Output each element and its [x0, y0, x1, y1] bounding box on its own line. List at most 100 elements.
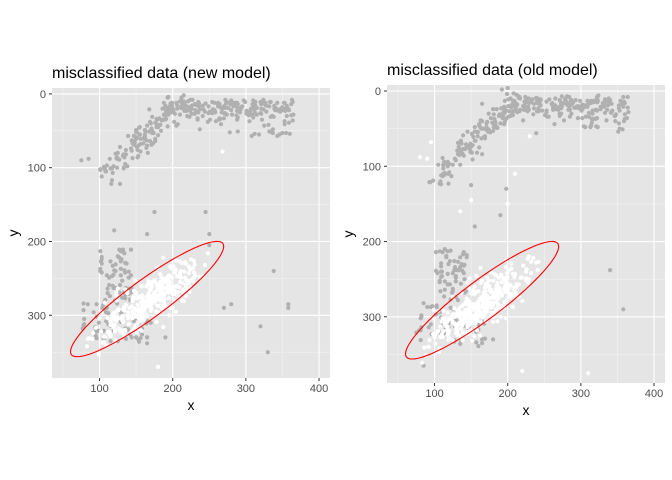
data-point: [517, 109, 522, 114]
data-point: [526, 277, 532, 282]
data-point: [202, 263, 207, 268]
data-point: [460, 338, 465, 343]
data-point: [485, 119, 490, 124]
data-point: [149, 306, 154, 311]
data-point: [267, 104, 272, 109]
data-point: [117, 290, 122, 295]
data-point: [93, 333, 98, 338]
data-point: [465, 129, 470, 134]
data-point: [474, 340, 479, 345]
data-point: [175, 106, 180, 111]
y-tick-label: 100: [28, 163, 46, 175]
data-point: [158, 298, 163, 303]
data-point: [147, 139, 153, 144]
data-point: [223, 105, 228, 110]
data-point: [512, 171, 518, 176]
data-point: [148, 121, 153, 126]
data-point: [155, 303, 160, 308]
y-tick-label: 200: [363, 237, 381, 249]
data-point: [534, 98, 540, 103]
data-point: [234, 113, 239, 118]
data-point: [237, 110, 243, 115]
data-point: [481, 293, 486, 298]
data-point: [442, 294, 447, 299]
data-point: [94, 302, 99, 307]
data-point: [286, 302, 291, 307]
data-point: [232, 100, 237, 105]
data-point: [117, 328, 123, 333]
data-point: [509, 266, 514, 271]
data-point: [441, 171, 446, 176]
data-point: [131, 296, 136, 301]
data-point: [477, 122, 482, 127]
y-tick-label: 0: [40, 89, 46, 101]
data-point: [115, 165, 120, 170]
data-point: [278, 109, 283, 114]
data-point: [159, 303, 164, 308]
data-point: [608, 268, 613, 273]
data-point: [445, 310, 450, 316]
data-point: [90, 336, 95, 341]
data-point: [479, 126, 484, 131]
data-point: [511, 286, 516, 291]
data-point: [224, 99, 229, 105]
data-point: [438, 335, 443, 340]
data-point: [613, 112, 619, 117]
data-point: [458, 209, 463, 214]
data-point: [142, 134, 147, 139]
data-point: [221, 305, 226, 310]
data-point: [128, 247, 134, 252]
data-point: [472, 334, 477, 339]
data-point: [445, 332, 450, 337]
data-point: [114, 316, 119, 322]
data-point: [458, 281, 463, 286]
data-point: [126, 310, 131, 315]
data-point: [422, 345, 427, 350]
data-point: [580, 116, 585, 121]
data-point: [461, 250, 466, 255]
data-point: [216, 102, 221, 108]
data-point: [144, 284, 149, 289]
data-point: [455, 298, 461, 303]
data-point: [153, 289, 158, 294]
data-point: [564, 101, 569, 106]
data-point: [626, 110, 631, 115]
data-point: [107, 156, 112, 161]
data-point: [102, 334, 107, 339]
data-point: [161, 117, 166, 122]
data-point: [272, 103, 277, 108]
data-point: [578, 98, 583, 103]
data-point: [464, 253, 469, 258]
data-point: [491, 107, 496, 112]
data-point: [259, 102, 264, 107]
data-point: [496, 304, 501, 309]
data-point: [466, 298, 471, 304]
data-point: [171, 284, 176, 289]
data-point: [439, 264, 444, 269]
data-point: [99, 254, 104, 260]
data-point: [229, 98, 234, 103]
data-point: [207, 243, 212, 248]
data-point: [462, 262, 467, 267]
data-point: [229, 112, 235, 117]
data-point: [153, 294, 158, 299]
data-point: [85, 344, 90, 349]
data-point: [559, 101, 564, 106]
data-point: [613, 119, 618, 124]
data-point: [280, 130, 285, 136]
data-point: [148, 283, 153, 288]
data-point: [498, 121, 503, 126]
data-point: [105, 291, 110, 296]
data-point: [144, 302, 149, 307]
data-point: [139, 332, 145, 337]
data-point: [205, 119, 210, 124]
data-point: [496, 275, 501, 280]
data-point: [145, 123, 150, 128]
data-point: [485, 293, 490, 298]
panel-new-model: misclassified data (new model) 100 200 300 4…: [5, 65, 330, 413]
data-point: [210, 99, 215, 105]
data-point: [101, 164, 106, 170]
data-point: [521, 118, 526, 123]
data-point: [559, 104, 564, 109]
data-point: [450, 312, 455, 317]
